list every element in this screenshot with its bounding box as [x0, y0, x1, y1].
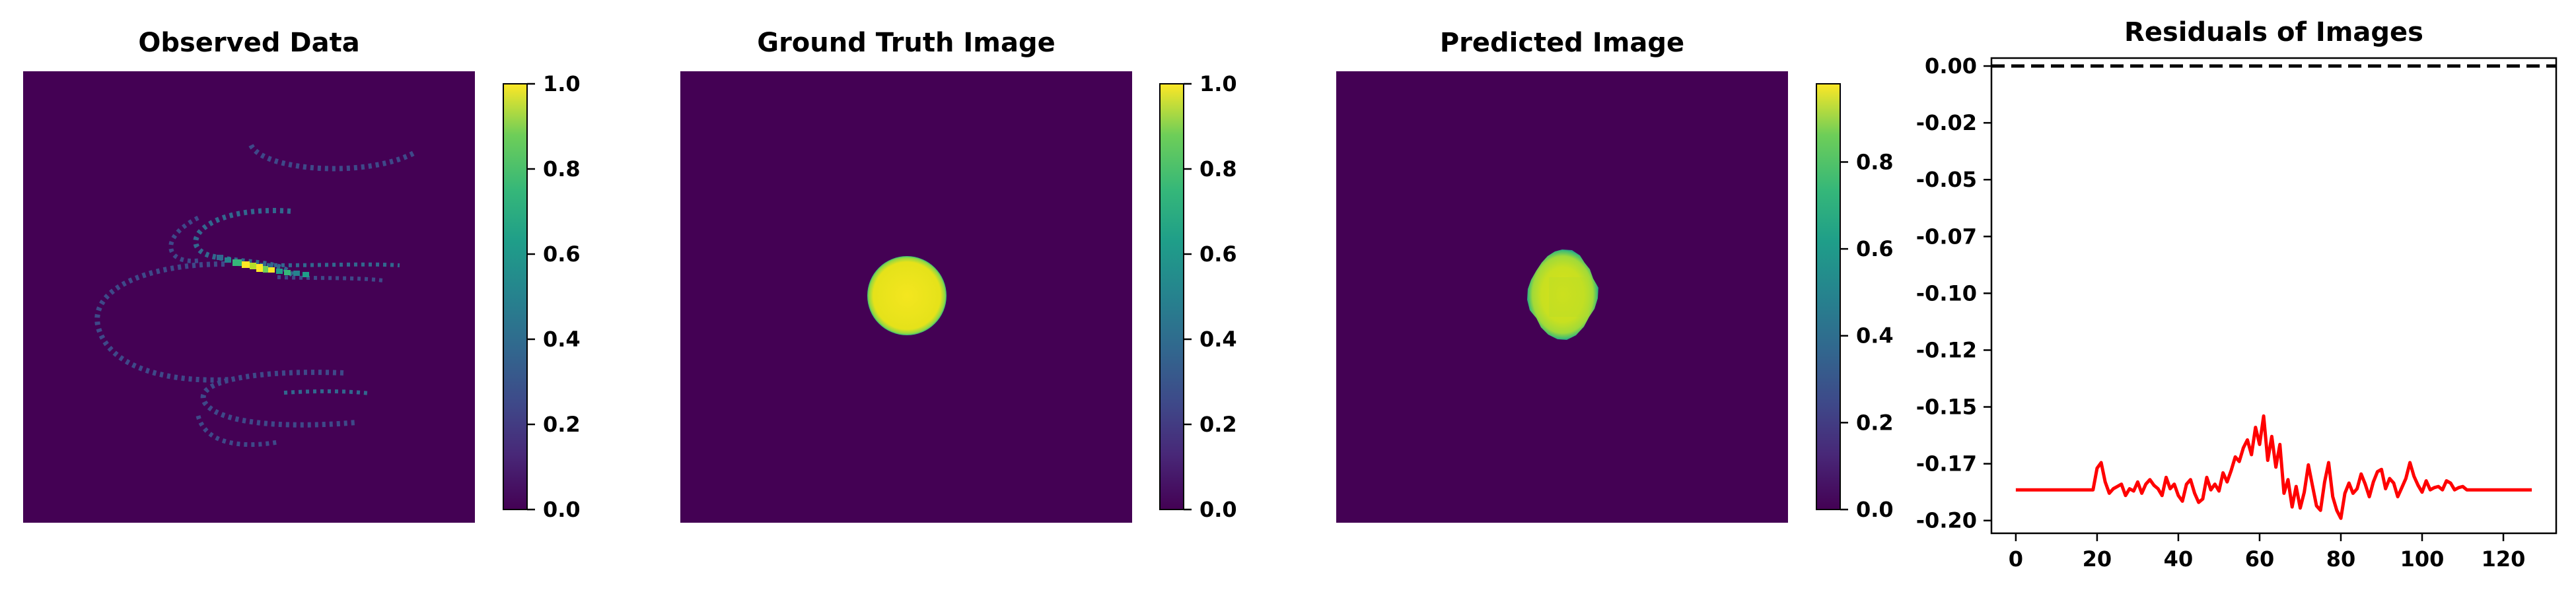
trace-lower-right: [283, 389, 371, 395]
trace-lower-tail: [196, 414, 278, 447]
predicted-disk: [1527, 249, 1598, 340]
colorbar-tick-label: 0.6: [543, 242, 581, 267]
colorbar-tick-label: 0.0: [1856, 497, 1894, 522]
y-tick-label: -0.02: [1916, 110, 1977, 135]
plot-area: [1990, 57, 2558, 535]
trace-lower-loop: [200, 370, 357, 428]
ground-truth-heatmap: [680, 71, 1132, 523]
y-tick-label: -0.12: [1916, 337, 1977, 362]
colorbar-tick-label: 0.6: [1199, 242, 1237, 267]
colorbar-bar: [1159, 83, 1184, 510]
x-tick-label: 0: [2009, 546, 2023, 572]
colorbar-tick-label: 0.2: [543, 412, 581, 437]
y-tick-label: -0.20: [1916, 508, 1977, 533]
observed-traces: [94, 143, 417, 447]
x-tick-label: 20: [2083, 546, 2112, 572]
colorbar-tick-label: 0.4: [1856, 323, 1894, 348]
y-tick-label: 0.00: [1925, 53, 1977, 79]
colorbar-tick-label: 1.0: [543, 71, 581, 96]
colorbar-tick-label: 0.4: [1199, 327, 1237, 352]
colorbar-ticks: 0.0 0.2 0.4 0.6 0.8 1.0: [527, 71, 581, 522]
colorbar-tick-label: 0.8: [1199, 156, 1237, 182]
colorbar-bar: [503, 83, 528, 510]
predicted-colorbar: 0.0 0.2 0.4 0.6 0.8: [1816, 83, 1894, 522]
colorbar-tick-label: 0.2: [1199, 412, 1237, 437]
trace-middle-right-2: [277, 275, 384, 282]
y-tick-label: -0.15: [1916, 395, 1977, 420]
observed-colorbar: 0.0 0.2 0.4 0.6 0.8 1.0: [503, 71, 581, 522]
y-tick-label: -0.10: [1916, 280, 1977, 306]
x-tick-label: 120: [2482, 546, 2526, 572]
colorbar-tick-label: 0.2: [1856, 410, 1894, 435]
y-tick-label: -0.17: [1916, 451, 1977, 477]
colorbar-ticks: 0.0 0.2 0.4 0.6 0.8 1.0: [1184, 71, 1237, 522]
trace-upper-arm: [168, 215, 199, 263]
panel-title-observed: Observed Data: [138, 28, 360, 58]
colorbar-tick-label: 0.8: [543, 156, 581, 182]
residuals-chart: 0 20 40 60 80 100 120 0.00 -0.02 -0.05 -0.07 -0.10…: [1916, 53, 2558, 572]
y-tick-label: -0.05: [1916, 167, 1977, 192]
predicted-texture: [1549, 277, 1589, 317]
y-axis-ticks: 0.00 -0.02 -0.05 -0.07 -0.10 -0.12 -0.15 -0.17 -…: [1916, 53, 1991, 533]
residual-series-line: [2015, 414, 2532, 520]
panel-title-predicted: Predicted Image: [1439, 28, 1685, 58]
observed-heatmap: [23, 71, 475, 523]
observed-hotspot: [217, 255, 309, 277]
colorbar-tick-label: 0.6: [1856, 236, 1894, 261]
x-tick-label: 40: [2164, 546, 2194, 572]
trace-upper-loop: [193, 208, 297, 279]
ground-truth-colorbar: 0.0 0.2 0.4 0.6 0.8 1.0: [1159, 71, 1237, 522]
observed-image: [23, 71, 475, 523]
colorbar-tick-label: 0.8: [1856, 149, 1894, 174]
x-tick-label: 80: [2326, 546, 2356, 572]
x-tick-label: 100: [2400, 546, 2445, 572]
x-axis-ticks: 0 20 40 60 80 100 120: [2009, 533, 2526, 572]
predicted-heatmap: [1336, 71, 1788, 523]
colorbar-ticks: 0.0 0.2 0.4 0.6 0.8: [1840, 149, 1894, 522]
chart-title: Residuals of Images: [2124, 17, 2423, 48]
colorbar-tick-label: 0.4: [543, 327, 581, 352]
panel-title-ground-truth: Ground Truth Image: [757, 28, 1055, 58]
colorbar-tick-label: 0.0: [543, 497, 581, 522]
colorbar-tick-label: 0.0: [1199, 497, 1237, 522]
colorbar-bar: [1816, 83, 1841, 510]
x-tick-label: 60: [2245, 546, 2275, 572]
trace-middle-left: [94, 261, 232, 383]
colorbar-tick-label: 1.0: [1199, 71, 1237, 96]
ground-truth-disk: [867, 256, 947, 335]
y-tick-label: -0.07: [1916, 224, 1977, 249]
